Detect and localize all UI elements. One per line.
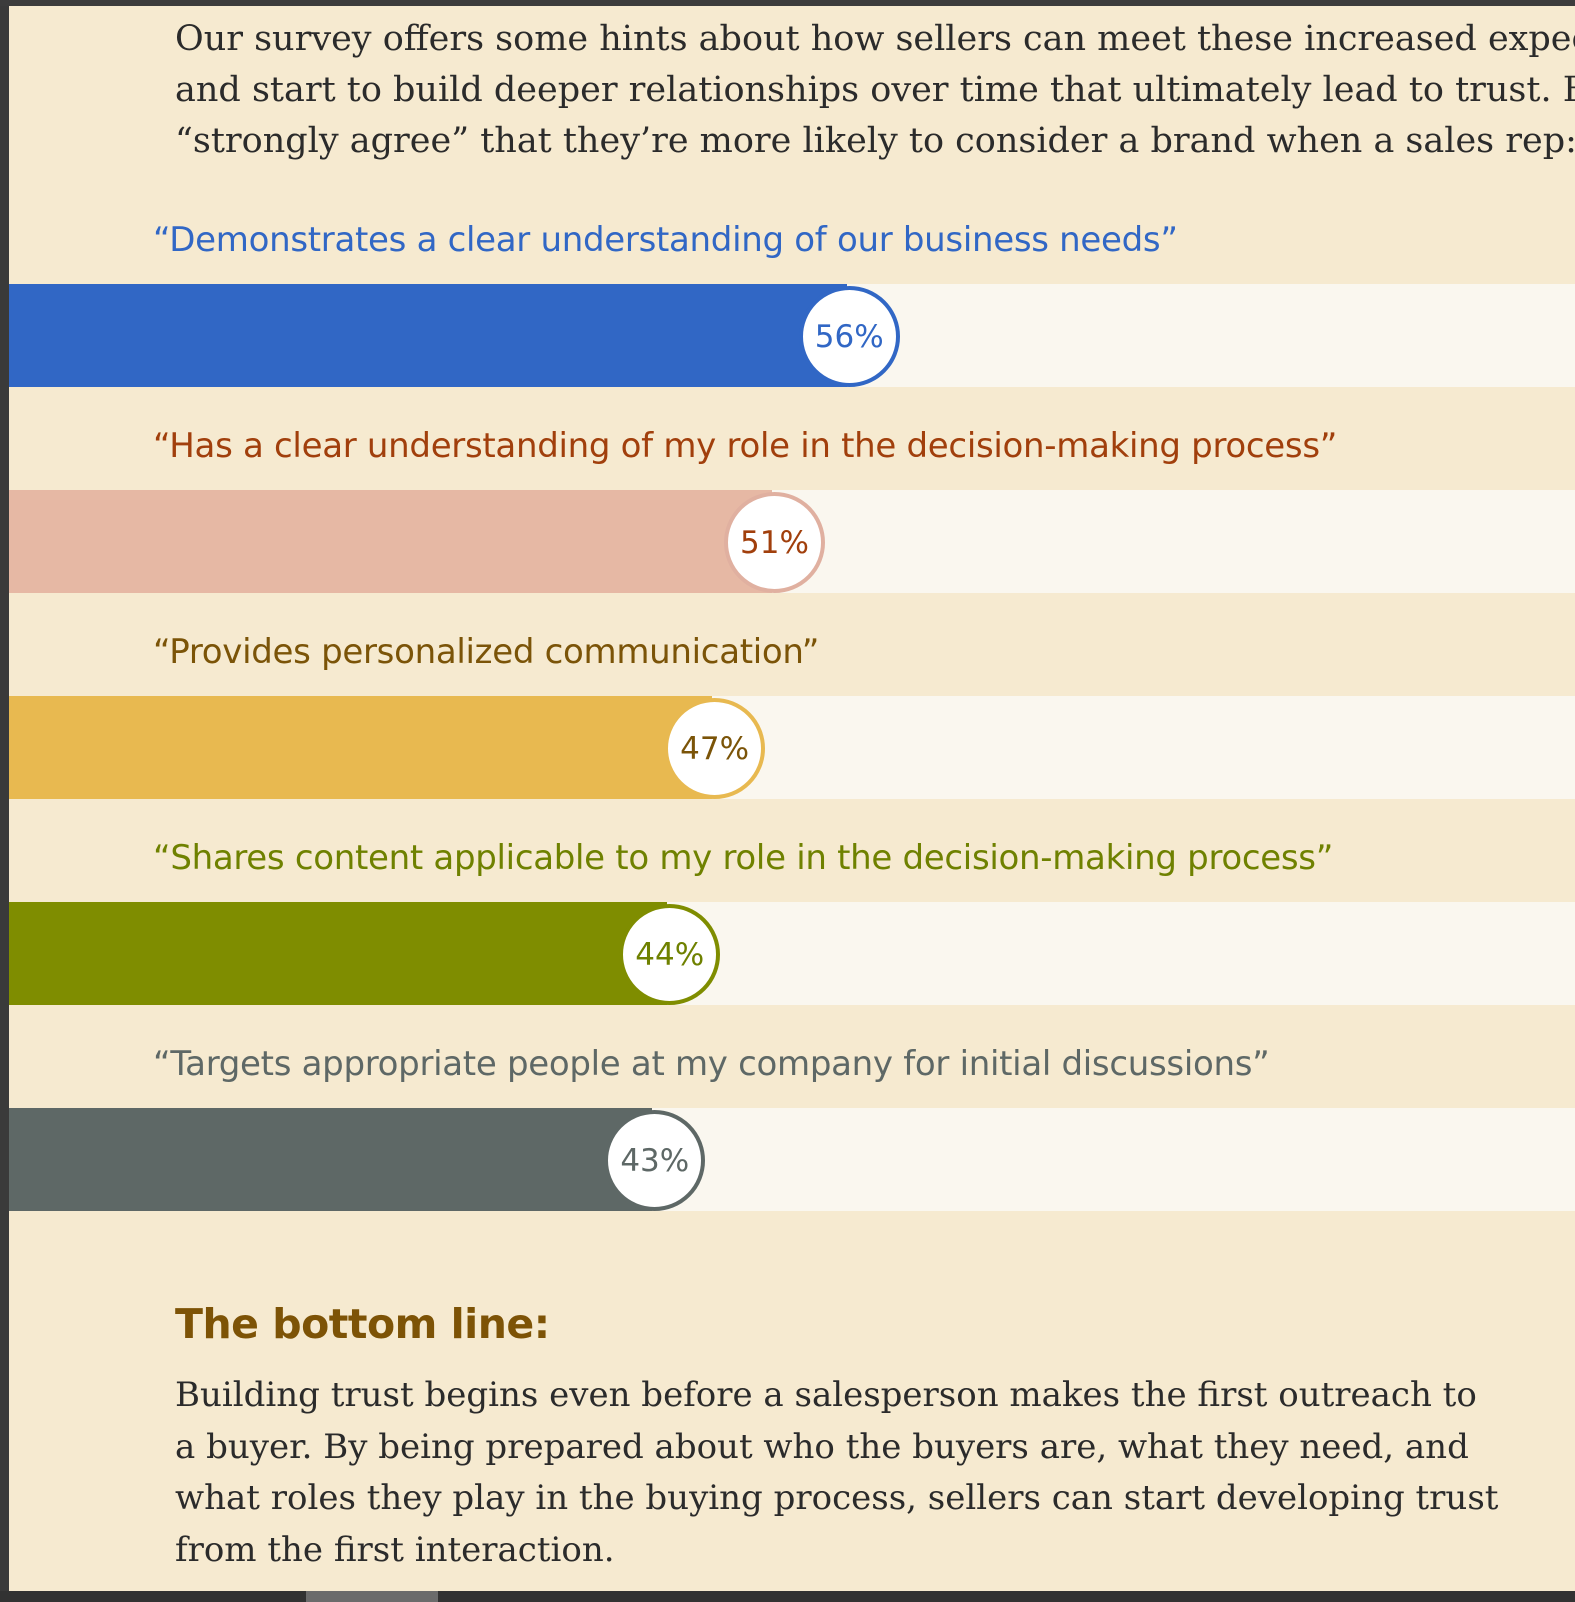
article-page: Our survey offers some hints about how s… — [9, 6, 1575, 1591]
bar-fill — [9, 696, 713, 799]
bottom-line-paragraph: Building trust begins even before a sale… — [175, 1370, 1505, 1576]
intro-line: Our survey offers some hints about how s… — [175, 19, 1575, 59]
bar-track: 43% — [9, 1108, 1575, 1211]
bar-category-label: “Demonstrates a clear understanding of o… — [153, 220, 1178, 260]
bar-category-label: “Targets appropriate people at my compan… — [153, 1044, 1270, 1084]
bar-track: 51% — [9, 490, 1575, 593]
bottom-line-text: from the first interaction. — [175, 1529, 615, 1570]
intro-line: “strongly agree” that they’re more likel… — [175, 121, 1575, 161]
bar-value-badge: 56% — [798, 286, 900, 387]
bar-category-label: “Shares content applicable to my role in… — [153, 838, 1334, 878]
window-top-edge — [0, 0, 1575, 6]
bottom-line-text: Building trust begins even before a sale… — [175, 1375, 1477, 1415]
bar-value-badge: 44% — [619, 904, 721, 1005]
bottom-line-heading: The bottom line: — [175, 1300, 550, 1348]
bar-track: 56% — [9, 284, 1575, 387]
intro-line: and start to build deeper relationships … — [175, 70, 1575, 110]
scrollbar-thumb[interactable] — [306, 1591, 438, 1602]
bar-track: 44% — [9, 902, 1575, 1005]
bar-fill — [9, 490, 772, 593]
bar-category-label: “Has a clear understanding of my role in… — [153, 426, 1338, 466]
bar-fill — [9, 1108, 653, 1211]
bar-fill — [9, 902, 668, 1005]
bottom-line-text: what roles they play in the buying proce… — [175, 1478, 1499, 1518]
bottom-line-text: a buyer. By being prepared about who the… — [175, 1426, 1469, 1467]
bar-fill — [9, 284, 847, 387]
bar-category-label: “Provides personalized communication” — [153, 632, 820, 672]
intro-paragraph: Our survey offers some hints about how s… — [175, 14, 1575, 167]
bar-value-badge: 43% — [604, 1110, 706, 1211]
horizontal-scrollbar[interactable] — [0, 1591, 1575, 1602]
bar-value-badge: 51% — [723, 492, 825, 593]
bar-value-badge: 47% — [664, 698, 766, 799]
bar-track: 47% — [9, 696, 1575, 799]
